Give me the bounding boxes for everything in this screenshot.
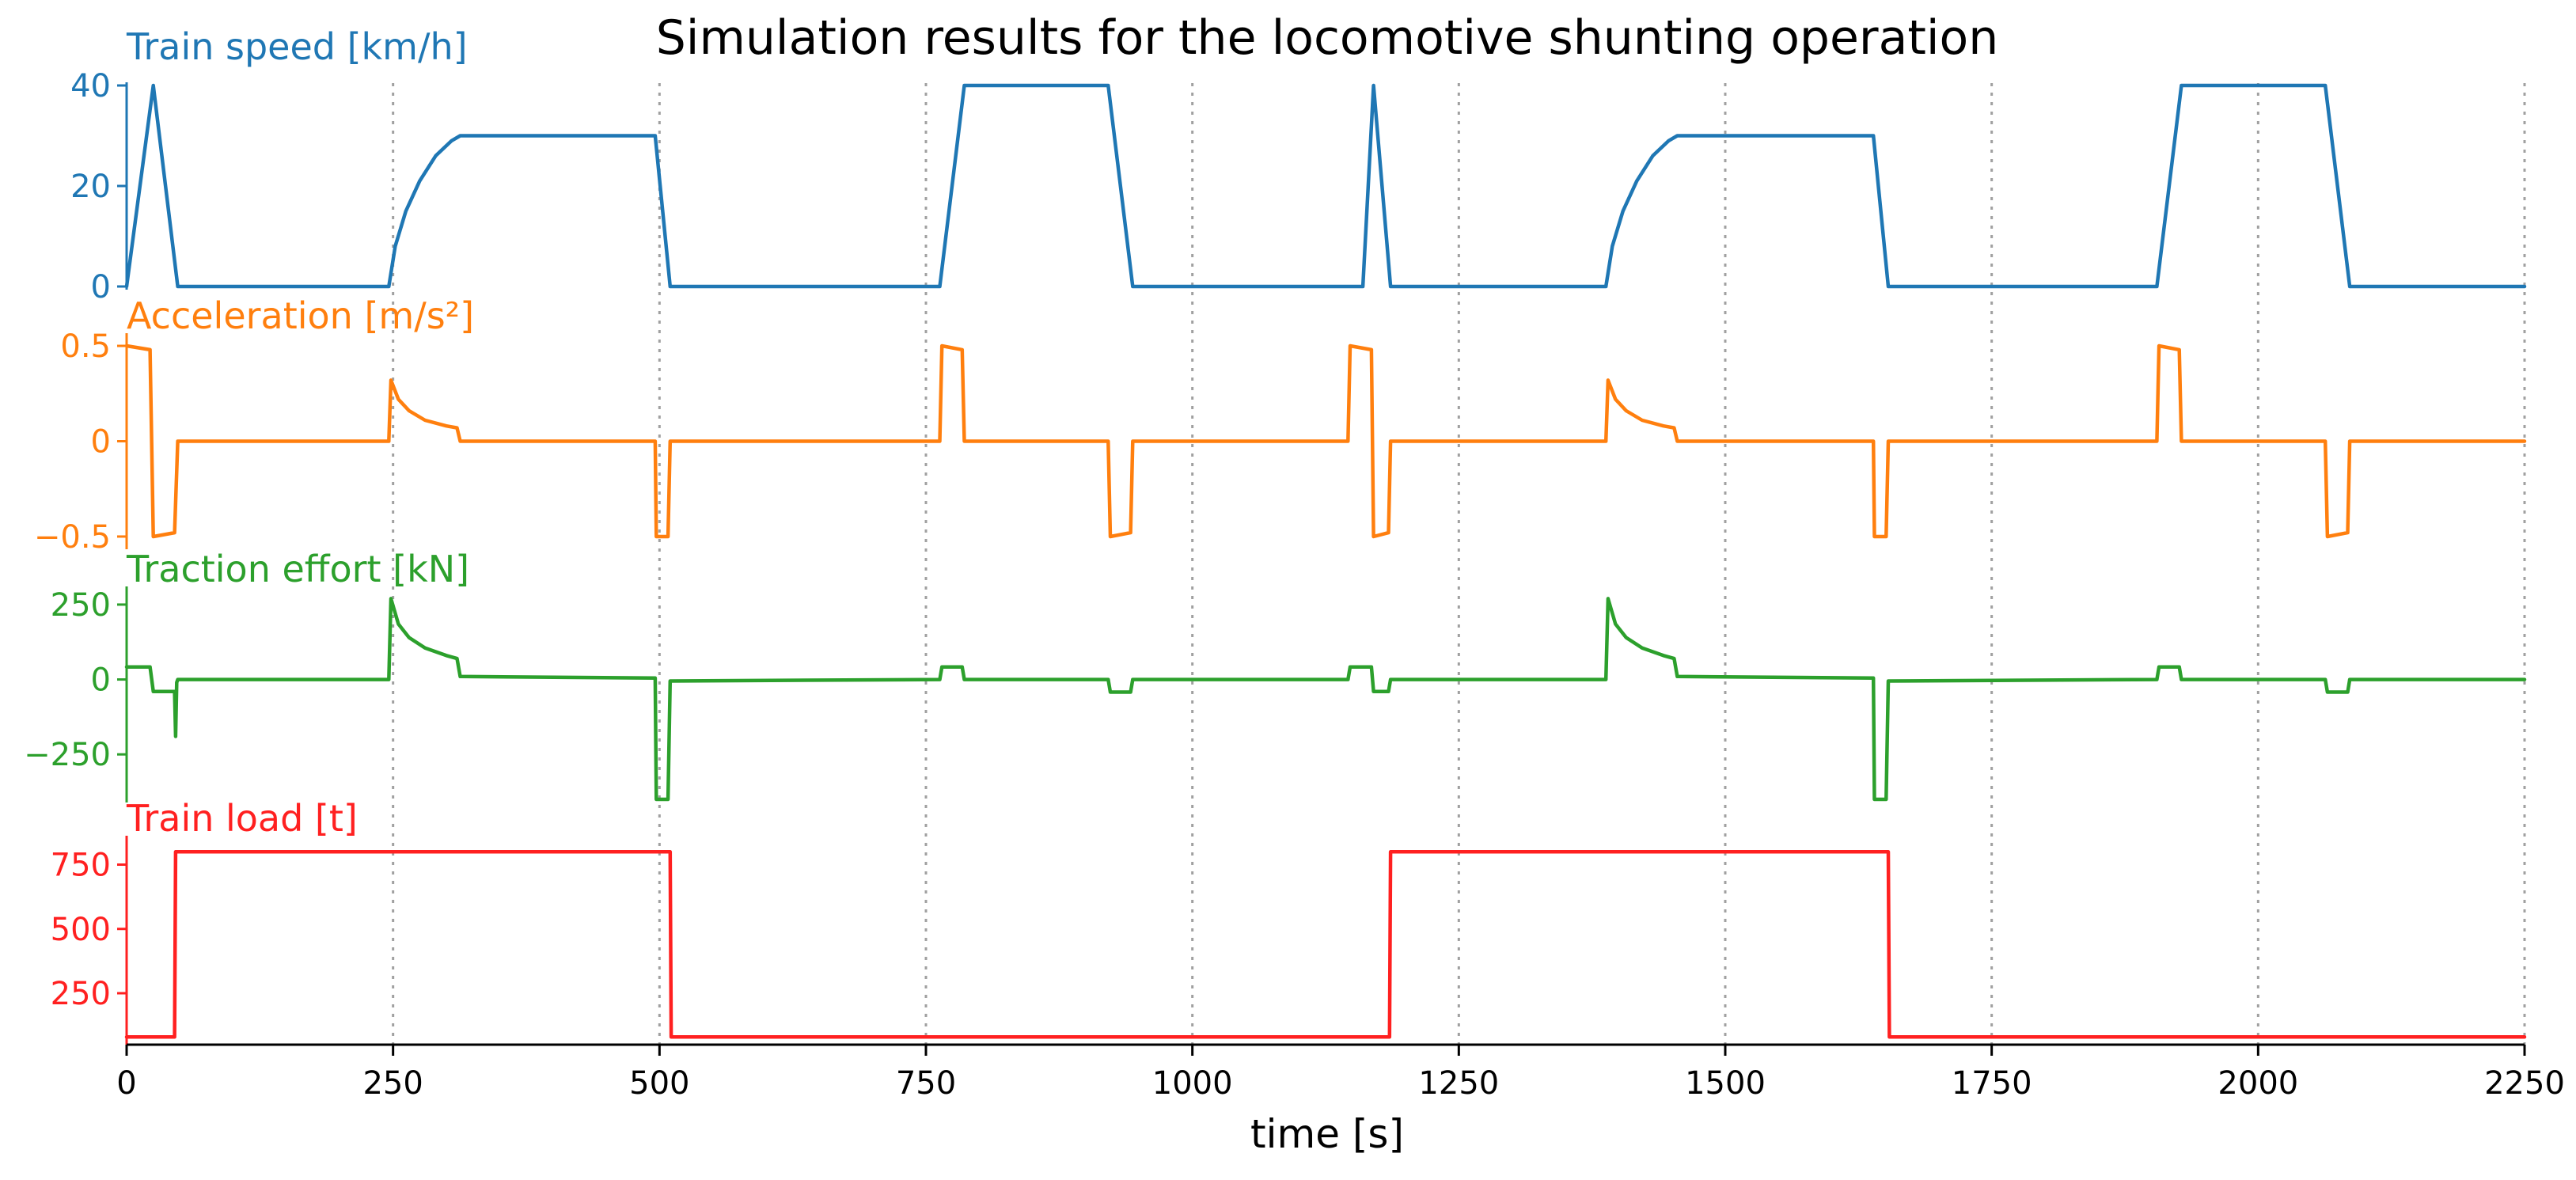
grid-layer — [392, 83, 2526, 1045]
y-tick-label-traction-0: −250 — [24, 737, 111, 773]
y-tick-label-acceleration-0: −0.5 — [34, 519, 111, 556]
series-label-traction: Traction effort [kN] — [126, 548, 469, 590]
series-label-load: Train load [t] — [126, 797, 358, 840]
x-tick-label-2250: 2250 — [2484, 1065, 2565, 1102]
series-line-speed — [124, 83, 2527, 289]
x-tick-label-750: 750 — [896, 1065, 956, 1102]
y-tick-label-load-2: 750 — [51, 848, 111, 884]
x-tick-label-250: 250 — [362, 1065, 423, 1102]
x-tick-label-500: 500 — [629, 1065, 689, 1102]
axes-layer: Train speed [km/h] 0 20 40 Acceleration [m/s… — [24, 25, 2565, 1102]
x-tick-label-1500: 1500 — [1685, 1065, 1766, 1102]
y-tick-label-traction-2: 250 — [51, 587, 111, 624]
series-line-load — [124, 850, 2527, 1039]
x-tick-label-1000: 1000 — [1152, 1065, 1233, 1102]
x-tick-label-1750: 1750 — [1952, 1065, 2032, 1102]
y-tick-label-acceleration-1: 0 — [91, 424, 111, 461]
y-tick-label-traction-1: 0 — [91, 662, 111, 699]
series-label-speed: Train speed [km/h] — [126, 25, 468, 68]
series-line-acceleration — [124, 343, 2527, 539]
x-tick-label-1250: 1250 — [1418, 1065, 1499, 1102]
series-label-acceleration: Acceleration [m/s²] — [127, 294, 474, 337]
x-tick-label-0: 0 — [116, 1065, 136, 1102]
y-tick-label-speed-0: 0 — [91, 269, 111, 305]
series-layer — [124, 83, 2527, 1039]
x-tick-label-2000: 2000 — [2217, 1065, 2298, 1102]
x-axis-label: time [s] — [1250, 1111, 1404, 1157]
y-tick-label-load-0: 250 — [51, 976, 111, 1012]
y-tick-label-load-1: 500 — [51, 912, 111, 948]
chart-title: Simulation results for the locomotive sh… — [656, 10, 1999, 66]
y-tick-label-acceleration-2: 0.5 — [60, 328, 111, 365]
y-tick-label-speed-1: 20 — [70, 169, 111, 205]
series-line-traction — [124, 597, 2527, 802]
y-tick-label-speed-2: 40 — [70, 68, 111, 104]
